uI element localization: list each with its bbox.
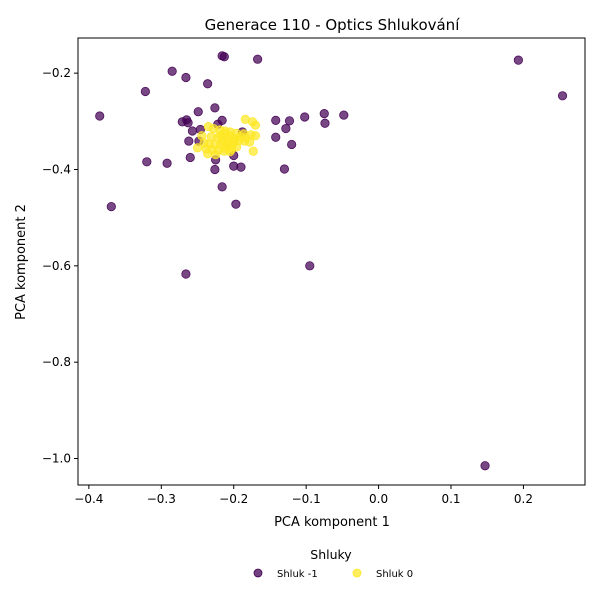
data-point-shluk-minus-1 bbox=[320, 118, 330, 128]
x-axis-ticks: −0.4 −0.3 −0.2 −0.1 0.0 0.1 0.2 bbox=[74, 485, 533, 506]
y-tick-label: −1.0 bbox=[42, 452, 71, 466]
data-point-shluk-minus-1 bbox=[184, 136, 194, 146]
data-point-shluk-minus-1 bbox=[210, 164, 220, 175]
data-point-shluk-minus-1 bbox=[142, 157, 152, 167]
data-point-shluk-minus-1 bbox=[181, 72, 191, 83]
data-point-shluk-minus-1 bbox=[203, 79, 213, 89]
legend-title: Shluky bbox=[310, 547, 352, 562]
data-point-shluk-minus-1 bbox=[140, 86, 150, 97]
data-point-shluk-minus-1 bbox=[106, 201, 116, 212]
data-point-shluk-minus-1 bbox=[339, 110, 349, 120]
data-point-shluk-minus-1 bbox=[231, 199, 241, 209]
y-axis-ticks: −0.2 −0.4 −0.6 −0.8 −1.0 bbox=[42, 66, 78, 466]
y-axis-label: PCA komponent 2 bbox=[14, 204, 29, 320]
data-point-shluk-minus-1 bbox=[236, 162, 246, 172]
chart-title: Generace 110 - Optics Shlukování bbox=[205, 16, 461, 34]
x-tick-label: −0.1 bbox=[292, 492, 321, 506]
x-axis-label: PCA komponent 1 bbox=[274, 515, 390, 530]
data-point-shluk-minus-1 bbox=[300, 112, 310, 122]
x-tick-label: 0.1 bbox=[441, 492, 460, 506]
legend-marker-shluk-0 bbox=[352, 568, 362, 578]
x-tick-label: −0.3 bbox=[147, 492, 176, 506]
y-tick-label: −0.8 bbox=[42, 355, 71, 369]
legend-marker-shluk-minus-1 bbox=[253, 568, 263, 578]
data-point-shluk-0 bbox=[216, 131, 226, 141]
data-point-shluk-0 bbox=[250, 131, 261, 141]
data-point-shluk-minus-1 bbox=[167, 66, 177, 76]
data-point-shluk-0 bbox=[248, 146, 258, 156]
y-tick-label: −0.2 bbox=[42, 66, 71, 80]
x-tick-label: −0.2 bbox=[219, 492, 248, 506]
x-tick-label: 0.2 bbox=[514, 492, 533, 506]
data-point-shluk-0 bbox=[226, 144, 237, 154]
data-point-shluk-0 bbox=[211, 149, 221, 160]
y-tick-label: −0.6 bbox=[42, 259, 71, 273]
data-point-shluk-0 bbox=[241, 133, 251, 143]
data-point-shluk-minus-1 bbox=[305, 261, 315, 271]
data-point-shluk-minus-1 bbox=[513, 55, 523, 65]
legend-label-shluk-0: Shluk 0 bbox=[376, 569, 413, 580]
data-point-shluk-minus-1 bbox=[319, 109, 329, 119]
data-point-shluk-minus-1 bbox=[95, 111, 105, 121]
data-point-shluk-minus-1 bbox=[183, 118, 193, 128]
legend-label-shluk-minus-1: Shluk -1 bbox=[277, 569, 318, 580]
data-point-shluk-minus-1 bbox=[271, 132, 281, 142]
x-tick-label: 0.0 bbox=[369, 492, 388, 506]
x-tick-label: −0.4 bbox=[74, 492, 103, 506]
data-point-shluk-minus-1 bbox=[210, 103, 220, 113]
data-point-shluk-minus-1 bbox=[217, 51, 227, 61]
data-point-shluk-0 bbox=[203, 149, 213, 159]
data-point-shluk-minus-1 bbox=[185, 152, 195, 163]
data-point-shluk-minus-1 bbox=[193, 107, 203, 117]
data-point-shluk-minus-1 bbox=[187, 126, 198, 136]
data-point-shluk-0 bbox=[250, 120, 261, 130]
legend: Shluky Shluk -1 Shluk 0 bbox=[253, 547, 413, 580]
data-point-shluk-0 bbox=[192, 143, 203, 153]
data-point-shluk-minus-1 bbox=[284, 116, 295, 126]
data-point-shluk-minus-1 bbox=[557, 91, 568, 101]
data-point-shluk-minus-1 bbox=[217, 182, 227, 192]
data-point-shluk-minus-1 bbox=[480, 461, 490, 471]
data-point-shluk-minus-1 bbox=[253, 54, 263, 64]
data-point-shluk-minus-1 bbox=[162, 158, 172, 168]
data-points bbox=[95, 51, 568, 471]
data-point-shluk-minus-1 bbox=[281, 123, 291, 134]
data-point-shluk-minus-1 bbox=[279, 164, 290, 174]
plot-area bbox=[77, 37, 586, 486]
data-point-shluk-minus-1 bbox=[181, 269, 191, 279]
data-point-shluk-minus-1 bbox=[287, 139, 297, 150]
y-tick-label: −0.4 bbox=[42, 162, 71, 176]
data-point-shluk-minus-1 bbox=[271, 115, 281, 125]
